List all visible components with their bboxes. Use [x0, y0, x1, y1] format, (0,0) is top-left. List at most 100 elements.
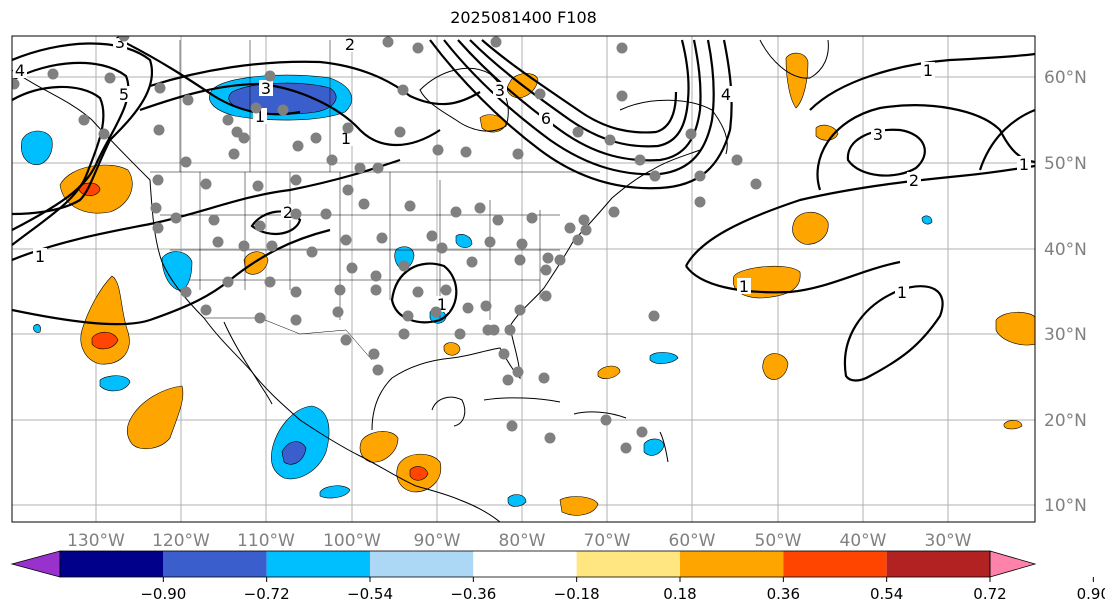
- latitude-labels: 60°N 50°N 40°N 30°N 20°N 10°N: [1044, 68, 1087, 516]
- contour-label-bg: [1017, 156, 1031, 172]
- contour-line: [443, 39, 715, 176]
- contour-line: [469, 39, 690, 148]
- station-dot: [154, 82, 166, 94]
- station-dot: [554, 254, 566, 266]
- station-dot: [153, 124, 165, 136]
- station-dot: [634, 154, 646, 166]
- station-dot: [397, 84, 409, 96]
- station-dot: [398, 328, 410, 340]
- station-dot: [636, 426, 648, 438]
- colorbar-tick-label: 0.36: [767, 585, 800, 603]
- station-dot: [372, 162, 384, 174]
- contour-label-bg: [539, 110, 553, 126]
- lon-label: 100°W: [323, 531, 381, 551]
- coastline-hudson: [419, 67, 509, 132]
- contour-line: [12, 85, 105, 246]
- colorbar-swatch: [60, 551, 164, 577]
- station-dot: [502, 374, 514, 386]
- station-dot: [540, 264, 552, 276]
- contour-label: 1: [739, 277, 749, 296]
- coastline-cuba: [483, 397, 561, 403]
- anomaly-patch: [33, 324, 41, 333]
- station-dot: [694, 196, 706, 208]
- lon-label: 90°W: [414, 531, 461, 551]
- anomaly-patch: [455, 234, 473, 248]
- station-dot: [474, 202, 486, 214]
- anomaly-core: [281, 441, 307, 465]
- station-dot: [78, 114, 90, 126]
- station-dot: [412, 42, 424, 54]
- station-dot: [480, 300, 492, 312]
- lat-label: 10°N: [1044, 496, 1087, 516]
- contour-closed: [843, 285, 944, 382]
- lat-label: 40°N: [1044, 240, 1087, 260]
- lon-label: 40°W: [840, 531, 887, 551]
- colorbar-tick-label: −0.90: [140, 585, 186, 603]
- station-dot: [490, 36, 502, 48]
- contour-label: 6: [541, 109, 551, 128]
- contour-label-bg: [259, 80, 273, 96]
- contour-label: 3: [873, 125, 883, 144]
- coastline-hispaniola: [573, 411, 627, 419]
- station-dot: [200, 304, 212, 316]
- contour-closed: [250, 210, 302, 235]
- station-dot: [450, 206, 462, 218]
- station-dot: [402, 310, 414, 322]
- station-dot: [182, 94, 194, 106]
- map-background: [12, 36, 1035, 522]
- lat-label: 30°N: [1044, 325, 1087, 345]
- contour-label-bg: [493, 82, 507, 98]
- anomaly-patch: [161, 251, 193, 291]
- anomaly-patch: [359, 431, 399, 463]
- station-dot: [12, 78, 20, 90]
- anomaly-core: [91, 331, 119, 350]
- station-dot: [326, 154, 338, 166]
- contour-line: [685, 260, 901, 294]
- station-dot: [484, 236, 496, 248]
- station-dot: [180, 286, 192, 298]
- anomaly-patch: [649, 352, 679, 364]
- anomaly-patch: [762, 353, 789, 380]
- contour-line: [809, 52, 1035, 111]
- station-dot: [436, 242, 448, 254]
- contour-label: 4: [15, 61, 25, 80]
- contour-label: 1: [897, 283, 907, 302]
- station-dot: [238, 132, 250, 144]
- station-dot: [152, 174, 164, 186]
- contour-label: 1: [341, 129, 351, 148]
- contour-label: 2: [283, 203, 293, 222]
- station-dot: [306, 246, 318, 258]
- anomaly-patch: [126, 385, 184, 450]
- station-dot: [290, 286, 302, 298]
- station-dot: [462, 302, 474, 314]
- contour-closed: [846, 128, 926, 177]
- station-dot: [604, 134, 616, 146]
- colorbar-tick-label: 0.54: [870, 585, 903, 603]
- anomaly-patch: [319, 485, 351, 499]
- lon-label: 130°W: [67, 531, 125, 551]
- station-dot: [426, 230, 438, 242]
- contour-label-bg: [737, 278, 751, 294]
- contour-label: 3: [495, 81, 505, 100]
- colorbar-tick-label: −0.36: [450, 585, 496, 603]
- coastline-pacific: [12, 69, 501, 522]
- station-dot: [200, 178, 212, 190]
- colorbar-tick-label: −0.72: [244, 585, 290, 603]
- station-dot: [578, 214, 590, 226]
- colorbar-tick-label: 0.18: [663, 585, 696, 603]
- anomaly-patch: [99, 375, 131, 392]
- station-dot: [332, 306, 344, 318]
- station-dot: [354, 162, 366, 174]
- state-lines-horizontal: [160, 214, 560, 281]
- lon-label: 110°W: [237, 531, 295, 551]
- colorbar-tick-label: −0.18: [554, 585, 600, 603]
- anomaly-patch: [507, 494, 527, 507]
- station-dot: [398, 260, 410, 272]
- station-dot: [432, 144, 444, 156]
- anomaly-patch: [792, 211, 829, 245]
- station-dot: [340, 334, 352, 346]
- station-dot: [620, 442, 632, 454]
- contour-line: [978, 108, 1035, 171]
- station-dot: [98, 128, 110, 140]
- station-dot: [466, 256, 478, 268]
